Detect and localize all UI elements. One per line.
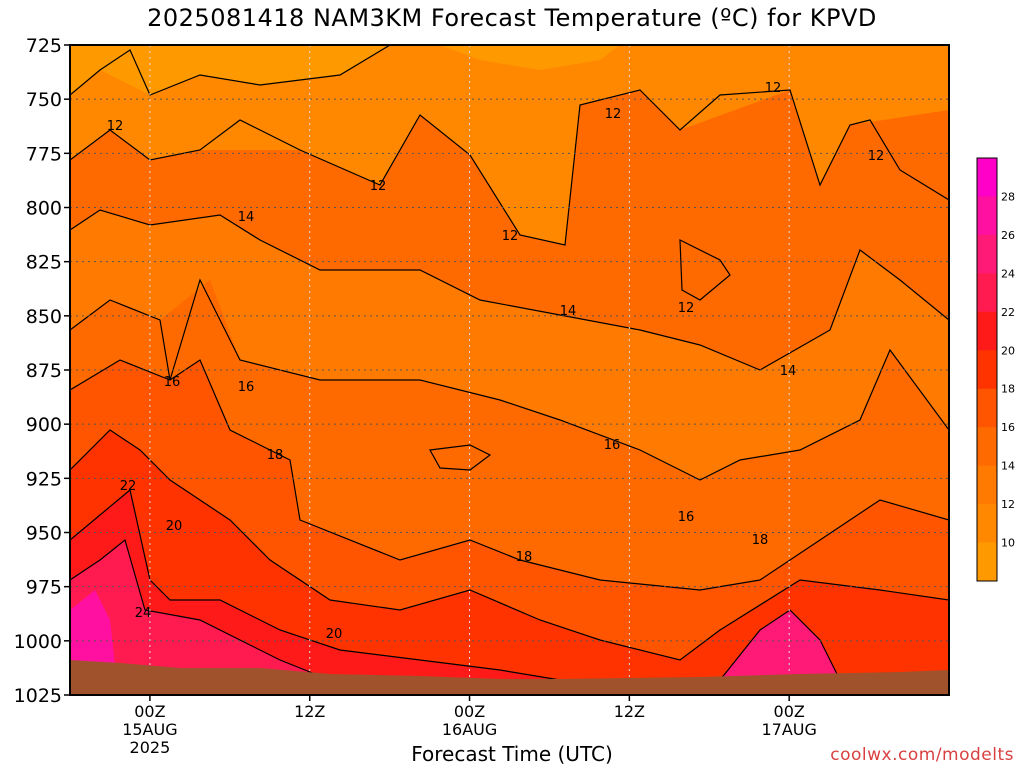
- colorbar-swatch: [977, 234, 997, 274]
- x-tick-label: 12Z: [614, 702, 645, 721]
- ground-surface: [70, 660, 949, 695]
- contour-line: [70, 209, 949, 371]
- y-tick-label: 875: [26, 360, 62, 382]
- y-tick-label: 800: [26, 198, 62, 220]
- y-tick-label: 750: [26, 89, 62, 111]
- colorbar-label: 28: [1001, 190, 1015, 203]
- contour-label: 12: [678, 301, 695, 316]
- y-tick-label: 1025: [14, 685, 62, 707]
- x-tick-label: 17AUG: [761, 720, 816, 739]
- contour-line: [70, 89, 949, 246]
- x-tick-label: 00Z: [134, 702, 165, 721]
- colorbar-label: 10: [1001, 537, 1015, 550]
- y-tick-label: 950: [26, 523, 62, 545]
- fill-band: [70, 430, 949, 695]
- contour-label: 12: [502, 229, 519, 244]
- colorbar-swatch: [977, 465, 997, 505]
- colorbar-label: 16: [1001, 421, 1015, 434]
- colorbar-label: 20: [1001, 344, 1015, 357]
- x-tick-label: 15AUG: [122, 720, 177, 739]
- y-tick-label: 1000: [14, 631, 62, 653]
- contour-line: [719, 609, 841, 681]
- colorbar-swatch: [977, 427, 997, 467]
- contour-line: [70, 45, 391, 96]
- fill-band: [70, 45, 949, 245]
- contour-label: 18: [752, 533, 769, 548]
- contour-line: [429, 444, 492, 471]
- contour-label: 12: [605, 107, 622, 122]
- credit-link[interactable]: coolwx.com/modelts: [830, 745, 1014, 765]
- contour-label: 16: [164, 375, 181, 390]
- x-tick-label: 12Z: [294, 702, 325, 721]
- colorbar-label: 24: [1001, 267, 1015, 280]
- contour-labels: 12 12 12 12 12 12 12 14 14 14 16 16 16 16 18 18 18 20 20 22…: [107, 81, 885, 642]
- colorbar-swatch: [977, 311, 997, 351]
- contour-label: 14: [780, 364, 797, 379]
- x-tick-label: 00Z: [454, 702, 485, 721]
- y-tick-label: 850: [26, 306, 62, 328]
- colorbar-frame: [976, 157, 998, 582]
- y-tick-label: 825: [26, 252, 62, 274]
- contour-label: 14: [560, 304, 577, 319]
- x-tick-label: 16AUG: [442, 720, 497, 739]
- colorbar-swatch: [977, 504, 997, 544]
- colorbar-swatch: [977, 158, 997, 197]
- colorbar-label: 26: [1001, 229, 1015, 242]
- contour-label: 16: [604, 438, 621, 453]
- chart-title: 2025081418 NAM3KM Forecast Temperature (…: [147, 4, 877, 32]
- fill-band: [70, 490, 949, 695]
- contour-line: [70, 488, 561, 681]
- contour-line: [70, 538, 331, 681]
- contour-label: 12: [107, 119, 124, 134]
- x-tick-label: 00Z: [774, 702, 805, 721]
- x-tick-label: 2025: [130, 738, 171, 757]
- y-tick-label: 725: [26, 35, 62, 57]
- x-axis-label: Forecast Time (UTC): [411, 742, 613, 766]
- colorbar-swatch: [977, 350, 997, 390]
- y-tick-label: 925: [26, 468, 62, 490]
- contour-line: [70, 429, 949, 661]
- y-tick-label: 775: [26, 143, 62, 165]
- colorbar-label: 18: [1001, 383, 1015, 396]
- colorbar-label: 14: [1001, 460, 1015, 473]
- contour-label: 12: [765, 81, 782, 96]
- contour-label: 22: [120, 479, 137, 494]
- colorbar-swatch: [977, 273, 997, 313]
- contour-label: 20: [166, 519, 183, 534]
- contour-label: 18: [516, 550, 533, 565]
- colorbar-swatch: [977, 542, 997, 582]
- fill-band: [70, 590, 115, 665]
- contour-line: [679, 239, 731, 301]
- contour-label: 18: [267, 448, 284, 463]
- contour-label: 24: [135, 606, 152, 621]
- fill-band: [720, 610, 840, 680]
- colorbar-swatch: [977, 196, 997, 236]
- contour-label: 12: [868, 149, 885, 164]
- contour-label: 20: [326, 627, 343, 642]
- fill-band: [440, 45, 620, 70]
- y-axis: 725 750 775 800 825 850 875 900 925 950 975 1000 102…: [14, 35, 70, 707]
- contour-label: 16: [238, 380, 255, 395]
- ground-fill: [70, 660, 949, 695]
- colorbar-label: 12: [1001, 498, 1015, 511]
- contour-label: 16: [678, 510, 695, 525]
- contour-label: 14: [238, 210, 255, 225]
- y-tick-label: 975: [26, 577, 62, 599]
- contour-line: [70, 278, 949, 481]
- colorbar-swatch: [977, 388, 997, 428]
- colorbar-label: 22: [1001, 306, 1015, 319]
- y-tick-label: 900: [26, 414, 62, 436]
- contour-label: 12: [370, 179, 387, 194]
- colorbar: 10 12 14 16 18 20 22 24 26 28: [976, 157, 1015, 582]
